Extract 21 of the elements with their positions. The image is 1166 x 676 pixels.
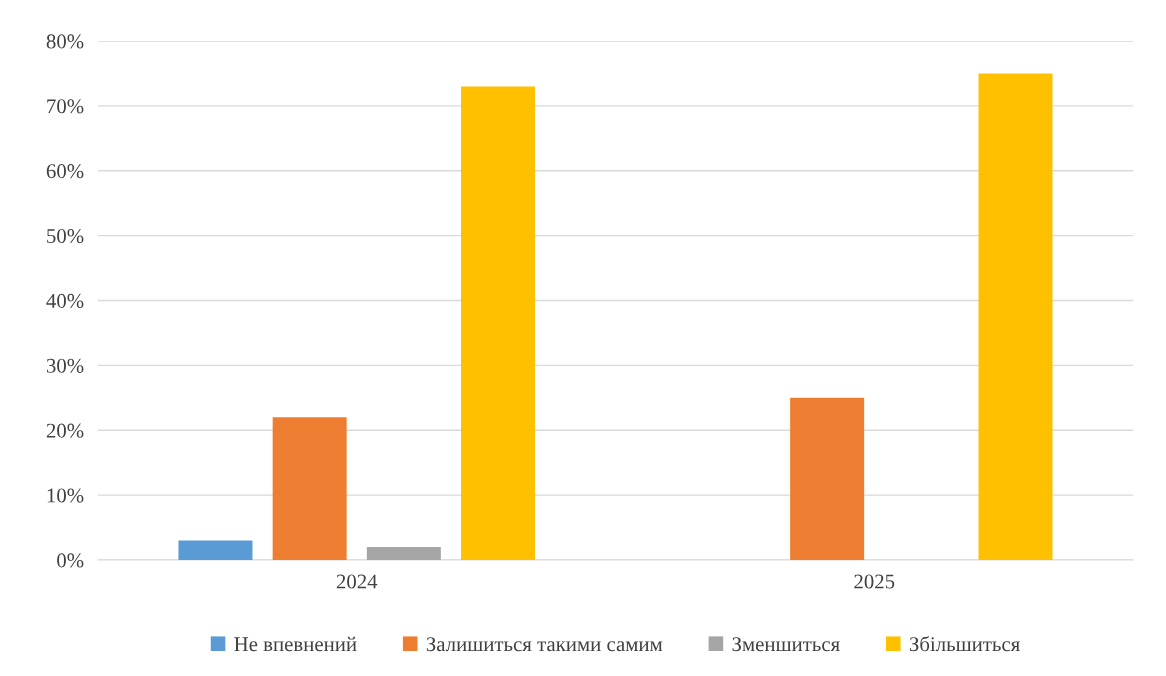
bar <box>272 417 347 560</box>
y-tick-label: 20% <box>46 423 84 438</box>
bar <box>366 547 441 560</box>
legend-label: Не впевнений <box>234 636 357 652</box>
legend-label: Залишиться такими самим <box>426 637 663 652</box>
x-tick-label: 2024 <box>336 574 378 589</box>
y-tick-label: 40% <box>46 293 84 308</box>
bar <box>790 397 865 560</box>
x-tick-label: 2025 <box>854 574 895 589</box>
bar <box>461 86 536 560</box>
y-tick-label: 50% <box>47 229 84 244</box>
y-tick-label: 60% <box>46 164 84 179</box>
y-tick-label: 10% <box>47 488 84 503</box>
bar <box>978 73 1053 560</box>
legend-label: Збільшиться <box>909 636 1020 652</box>
y-tick-label: 80% <box>46 34 84 49</box>
y-tick-label: 0% <box>57 553 84 568</box>
y-tick-label: 70% <box>47 99 84 114</box>
y-tick-label: 30% <box>46 358 84 373</box>
bar <box>178 540 253 560</box>
legend-label: Зменшиться <box>732 637 840 652</box>
